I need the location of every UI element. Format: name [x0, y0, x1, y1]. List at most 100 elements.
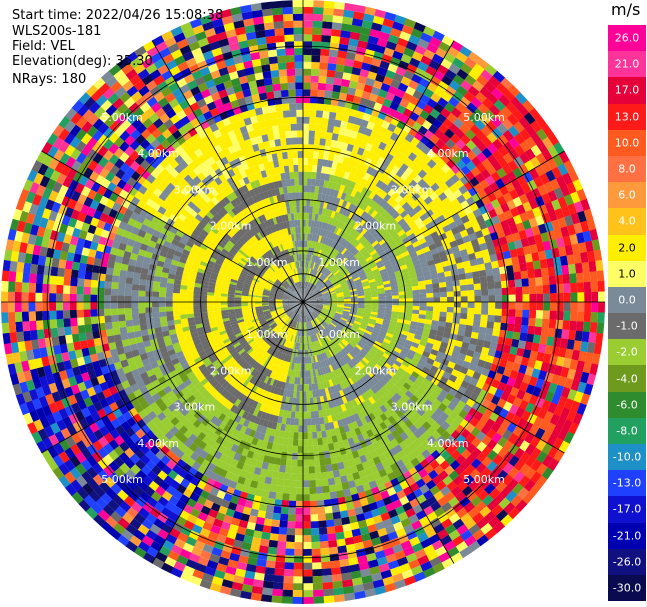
velocity-cell [488, 302, 496, 309]
velocity-cell [309, 302, 317, 303]
velocity-cell [306, 290, 312, 297]
velocity-cell [300, 281, 302, 289]
velocity-cell [283, 324, 289, 332]
velocity-cell [139, 323, 148, 331]
velocity-cell [344, 297, 351, 300]
velocity-cell [267, 329, 274, 336]
velocity-cell [285, 309, 292, 314]
velocity-cell [266, 346, 273, 354]
velocity-cell [284, 317, 290, 323]
velocity-cell [315, 307, 323, 311]
velocity-cell [341, 285, 349, 290]
velocity-cell [138, 290, 146, 297]
velocity-cell [294, 185, 300, 193]
velocity-cell [323, 297, 331, 300]
velocity-cell [286, 310, 293, 315]
velocity-cell [307, 292, 314, 298]
velocity-cell [336, 273, 343, 279]
velocity-cell [261, 322, 269, 328]
velocity-cell [307, 307, 313, 313]
velocity-cell [315, 317, 321, 324]
velocity-cell [304, 274, 306, 282]
velocity-cell [291, 305, 298, 311]
velocity-cell [272, 264, 278, 271]
velocity-cell [298, 274, 301, 282]
velocity-cell [303, 315, 306, 323]
velocity-cell [323, 304, 331, 306]
velocity-cell [117, 301, 125, 309]
velocity-cell [306, 315, 309, 322]
velocity-cell [306, 275, 309, 282]
velocity-cell [353, 276, 361, 282]
velocity-cell [405, 305, 413, 310]
velocity-cell [119, 326, 128, 335]
velocity-cell [293, 171, 299, 179]
velocity-cell [278, 321, 284, 327]
velocity-cell [296, 302, 303, 304]
velocity-cell [213, 304, 221, 309]
velocity-cell [308, 268, 312, 276]
velocity-cell [303, 308, 305, 316]
velocity-cell [308, 342, 312, 350]
velocity-cell [261, 297, 269, 300]
velocity-cell [308, 328, 312, 336]
velocity-cell [342, 259, 349, 266]
velocity-cell [265, 252, 271, 259]
velocity-cell [321, 338, 326, 346]
velocity-cell [300, 274, 302, 282]
velocity-cell [290, 418, 295, 426]
velocity-cell [292, 144, 298, 152]
velocity-cell [297, 315, 300, 322]
velocity-cell [275, 318, 282, 325]
velocity-cell [285, 130, 292, 139]
velocity-cell [295, 290, 300, 297]
velocity-cell [288, 287, 294, 293]
velocity-cell [286, 242, 290, 250]
velocity-cell [303, 171, 308, 179]
velocity-cell [282, 299, 290, 301]
velocity-cell [314, 472, 322, 480]
velocity-cell [295, 268, 299, 276]
velocity-cell [269, 294, 277, 298]
velocity-cell [316, 242, 321, 250]
velocity-cell [333, 328, 340, 335]
velocity-cell [313, 262, 318, 270]
velocity-cell [329, 306, 337, 310]
velocity-cell [307, 261, 311, 269]
velocity-cell [309, 302, 317, 304]
velocity-cell [334, 271, 341, 277]
velocity-cell [306, 240, 310, 248]
velocity-cell [312, 327, 316, 335]
velocity-cell [357, 302, 365, 305]
velocity-cell [119, 269, 128, 278]
velocity-cell [326, 325, 333, 332]
velocity-cell [355, 282, 363, 287]
velocity-cell [330, 277, 338, 283]
velocity-cell [481, 302, 489, 309]
velocity-cell [281, 444, 288, 453]
velocity-cell [294, 261, 298, 269]
velocity-cell [355, 315, 363, 320]
velocity-cell [297, 336, 300, 343]
velocity-cell [297, 452, 303, 460]
velocity-cell [322, 267, 328, 275]
velocity-cell [300, 240, 303, 248]
velocity-cell [458, 273, 467, 281]
velocity-cell [288, 334, 293, 342]
velocity-cell [179, 297, 187, 302]
velocity-cell [297, 302, 303, 307]
velocity-cell [268, 320, 275, 325]
velocity-cell [305, 233, 308, 241]
velocity-cell [317, 437, 324, 446]
velocity-cell [317, 315, 324, 322]
velocity-cell [305, 315, 308, 323]
velocity-cell [255, 300, 262, 302]
velocity-cell [357, 309, 365, 313]
velocity-cell [296, 212, 301, 220]
velocity-cell [325, 464, 333, 472]
velocity-cell [186, 289, 194, 295]
velocity-cell [265, 283, 273, 288]
velocity-cell [312, 158, 319, 166]
velocity-cell [110, 295, 118, 302]
velocity-cell [314, 255, 318, 263]
